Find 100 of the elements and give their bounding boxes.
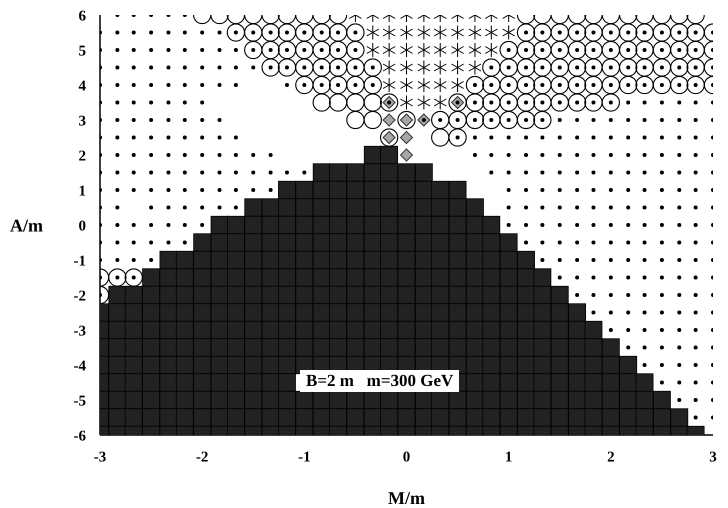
point [278, 180, 296, 200]
point [166, 66, 170, 70]
point [244, 216, 262, 234]
point [115, 30, 120, 34]
point [244, 390, 262, 410]
point [200, 30, 204, 34]
point [533, 320, 552, 340]
point [608, 206, 613, 210]
point [417, 78, 430, 92]
point [642, 30, 647, 34]
point [626, 206, 630, 210]
point [176, 250, 194, 270]
point [182, 118, 187, 122]
point [558, 188, 562, 192]
point [448, 303, 466, 322]
point [482, 303, 500, 322]
point [524, 83, 528, 87]
point [346, 163, 364, 182]
point [234, 66, 238, 70]
point [660, 258, 664, 262]
point [398, 338, 416, 357]
point [575, 276, 580, 280]
point [500, 303, 518, 322]
point [346, 408, 364, 427]
point [591, 188, 596, 192]
point [400, 95, 414, 110]
point [591, 100, 596, 104]
point [550, 390, 569, 410]
point [295, 180, 314, 200]
point [115, 100, 120, 104]
point [132, 170, 136, 174]
point [591, 136, 596, 140]
point [132, 83, 136, 87]
point [694, 48, 698, 52]
point [142, 408, 160, 427]
point [694, 170, 698, 174]
point [482, 408, 500, 427]
y-tick-label: -1 [74, 253, 86, 270]
point [284, 48, 289, 52]
point [677, 223, 682, 227]
point [218, 136, 222, 140]
point [346, 250, 364, 270]
point [244, 303, 262, 322]
point [400, 42, 414, 58]
point [234, 206, 238, 210]
point [558, 206, 562, 210]
point [677, 188, 682, 192]
point [448, 320, 466, 340]
point [608, 223, 613, 227]
point [398, 216, 416, 234]
point [584, 390, 602, 410]
point [694, 258, 698, 262]
point [517, 250, 535, 270]
point [619, 356, 638, 374]
point [380, 233, 398, 252]
point [193, 250, 212, 270]
point [550, 303, 569, 322]
point [278, 408, 296, 427]
point [636, 373, 654, 392]
point [115, 136, 120, 140]
point [506, 206, 511, 210]
point [329, 408, 347, 427]
point [642, 48, 647, 52]
point [353, 30, 358, 34]
point [380, 303, 398, 322]
point [500, 338, 518, 357]
point [115, 258, 120, 262]
point [626, 136, 630, 140]
point [142, 373, 160, 392]
point [431, 286, 450, 304]
point [660, 328, 664, 332]
point [694, 188, 698, 192]
point [182, 223, 187, 227]
point [370, 66, 375, 70]
point [506, 153, 511, 157]
point [149, 118, 154, 122]
point [500, 373, 518, 392]
point [584, 373, 602, 392]
point [132, 30, 136, 34]
point [176, 286, 194, 304]
point [193, 338, 212, 357]
point [115, 240, 120, 244]
point [295, 320, 314, 340]
point [636, 408, 654, 427]
point [626, 188, 630, 192]
point [660, 188, 664, 192]
y-tick-label: 4 [78, 78, 86, 94]
point [677, 83, 682, 87]
point [448, 233, 466, 252]
point [584, 356, 602, 374]
point [626, 223, 630, 227]
point [484, 25, 498, 40]
point [642, 346, 647, 350]
point [176, 390, 194, 410]
point [295, 198, 314, 217]
point [558, 153, 562, 157]
point [193, 233, 212, 252]
point [218, 206, 222, 210]
point [244, 356, 262, 374]
point [694, 223, 698, 227]
